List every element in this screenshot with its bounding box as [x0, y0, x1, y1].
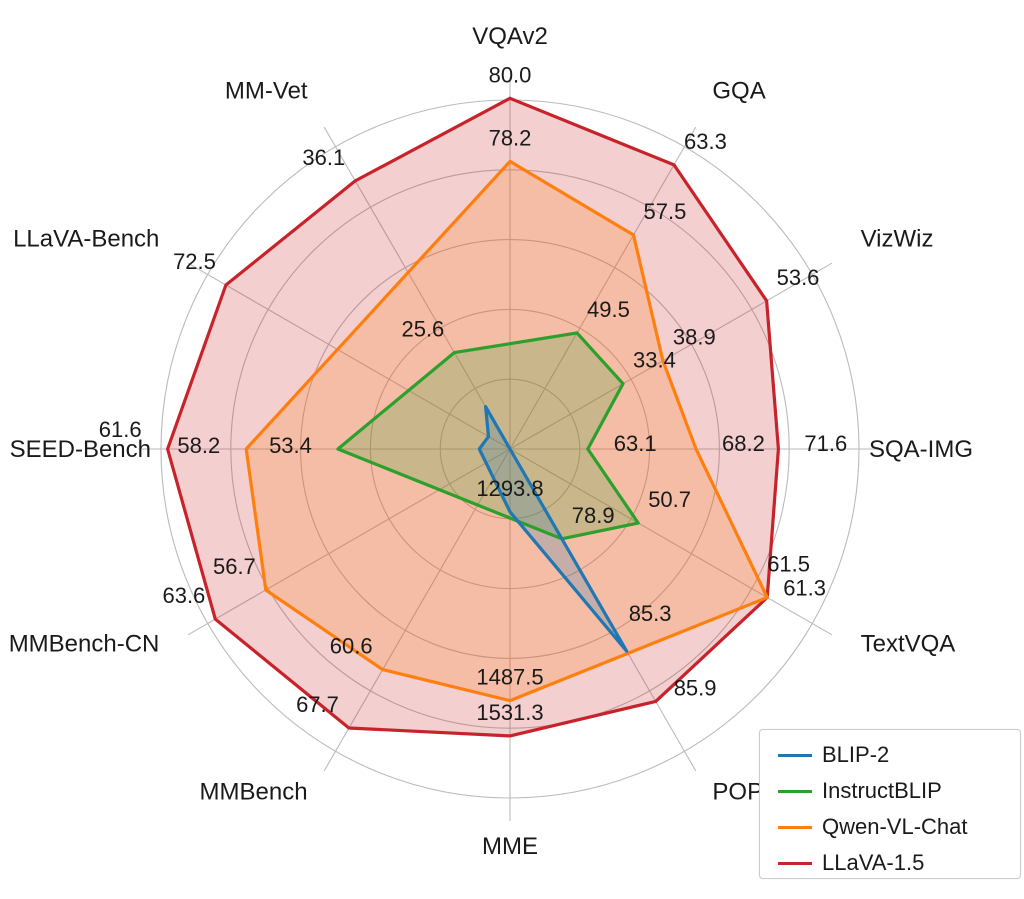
svg-text:78.9: 78.9 [572, 503, 615, 528]
svg-text:SQA-IMG: SQA-IMG [869, 436, 973, 463]
svg-text:33.4: 33.4 [633, 348, 676, 373]
svg-text:67.7: 67.7 [296, 692, 339, 717]
svg-text:SEED-Bench: SEED-Bench [10, 436, 151, 463]
svg-text:57.5: 57.5 [644, 199, 687, 224]
svg-text:MM-Vet: MM-Vet [225, 77, 308, 104]
svg-text:61.3: 61.3 [783, 576, 826, 601]
svg-text:78.2: 78.2 [489, 125, 532, 150]
svg-text:MME: MME [482, 833, 538, 860]
svg-text:LLaVA-Bench: LLaVA-Bench [13, 226, 159, 253]
svg-text:61.5: 61.5 [767, 552, 810, 577]
svg-text:63.6: 63.6 [162, 583, 205, 608]
svg-text:50.7: 50.7 [648, 487, 691, 512]
svg-text:53.6: 53.6 [777, 265, 820, 290]
svg-text:68.2: 68.2 [722, 431, 765, 456]
svg-text:VizWiz: VizWiz [861, 226, 934, 253]
svg-text:1293.8: 1293.8 [476, 476, 543, 501]
svg-text:GQA: GQA [712, 77, 765, 104]
svg-text:25.6: 25.6 [401, 317, 444, 342]
svg-text:38.9: 38.9 [673, 325, 716, 350]
svg-text:MMBench-CN: MMBench-CN [9, 630, 160, 657]
svg-text:1531.3: 1531.3 [476, 700, 543, 725]
svg-text:63.1: 63.1 [614, 431, 657, 456]
svg-text:85.9: 85.9 [674, 675, 717, 700]
svg-text:85.3: 85.3 [629, 601, 672, 626]
svg-text:1487.5: 1487.5 [476, 665, 543, 690]
svg-text:72.5: 72.5 [173, 249, 216, 274]
svg-text:56.7: 56.7 [213, 554, 256, 579]
svg-text:71.6: 71.6 [804, 431, 847, 456]
svg-text:80.0: 80.0 [489, 62, 532, 87]
svg-text:VQAv2: VQAv2 [472, 23, 548, 50]
svg-text:TextVQA: TextVQA [861, 630, 956, 657]
svg-text:53.4: 53.4 [269, 433, 312, 458]
svg-text:60.6: 60.6 [330, 634, 373, 659]
svg-text:63.3: 63.3 [684, 129, 727, 154]
svg-text:36.1: 36.1 [302, 145, 345, 170]
svg-text:MMBench: MMBench [200, 779, 308, 806]
svg-text:58.2: 58.2 [177, 433, 220, 458]
svg-text:49.5: 49.5 [587, 297, 630, 322]
